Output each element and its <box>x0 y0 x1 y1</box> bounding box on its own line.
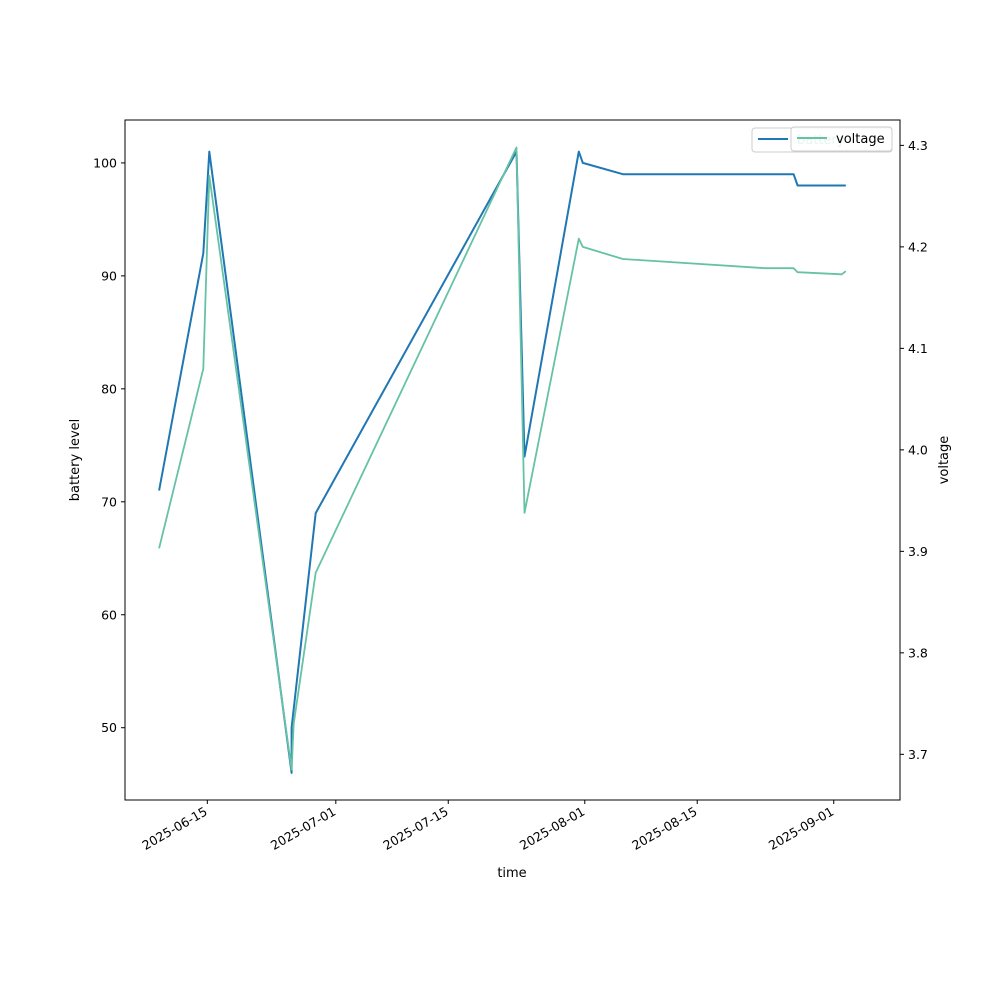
y-right-tick-label: 3.8 <box>908 645 928 660</box>
y-axis-right: 3.7 3.8 3.9 4.0 4.1 4.2 4.3 <box>900 138 928 762</box>
series-layer <box>158 146 847 774</box>
legend-voltage-label: voltage <box>836 132 885 147</box>
y-right-tick-label: 4.2 <box>908 239 928 254</box>
x-axis-title: time <box>497 866 526 881</box>
y-right-tick-label: 3.7 <box>908 747 928 762</box>
y-axis-left-title: battery level <box>68 419 83 502</box>
series-line-voltage <box>158 146 847 771</box>
y-left-tick-label: 90 <box>101 268 117 283</box>
y-axis-right-title: voltage <box>937 436 952 485</box>
y-right-tick-label: 4.0 <box>908 442 928 457</box>
series-line-battery <box>158 150 846 774</box>
y-axis-left: 50 60 70 80 90 100 <box>93 155 125 735</box>
y-left-tick-label: 80 <box>101 381 117 396</box>
y-left-tick-label: 50 <box>101 720 117 735</box>
legend-voltage-frame <box>790 126 893 152</box>
y-left-tick-label: 60 <box>101 607 117 622</box>
y-right-tick-label: 4.1 <box>908 341 928 356</box>
y-right-tick-label: 4.3 <box>908 138 928 153</box>
legend-voltage: voltage <box>790 126 893 152</box>
plot-frame <box>124 119 901 801</box>
y-left-tick-label: 100 <box>93 155 117 170</box>
y-right-tick-label: 3.9 <box>908 544 928 559</box>
y-left-tick-label: 70 <box>101 494 117 509</box>
